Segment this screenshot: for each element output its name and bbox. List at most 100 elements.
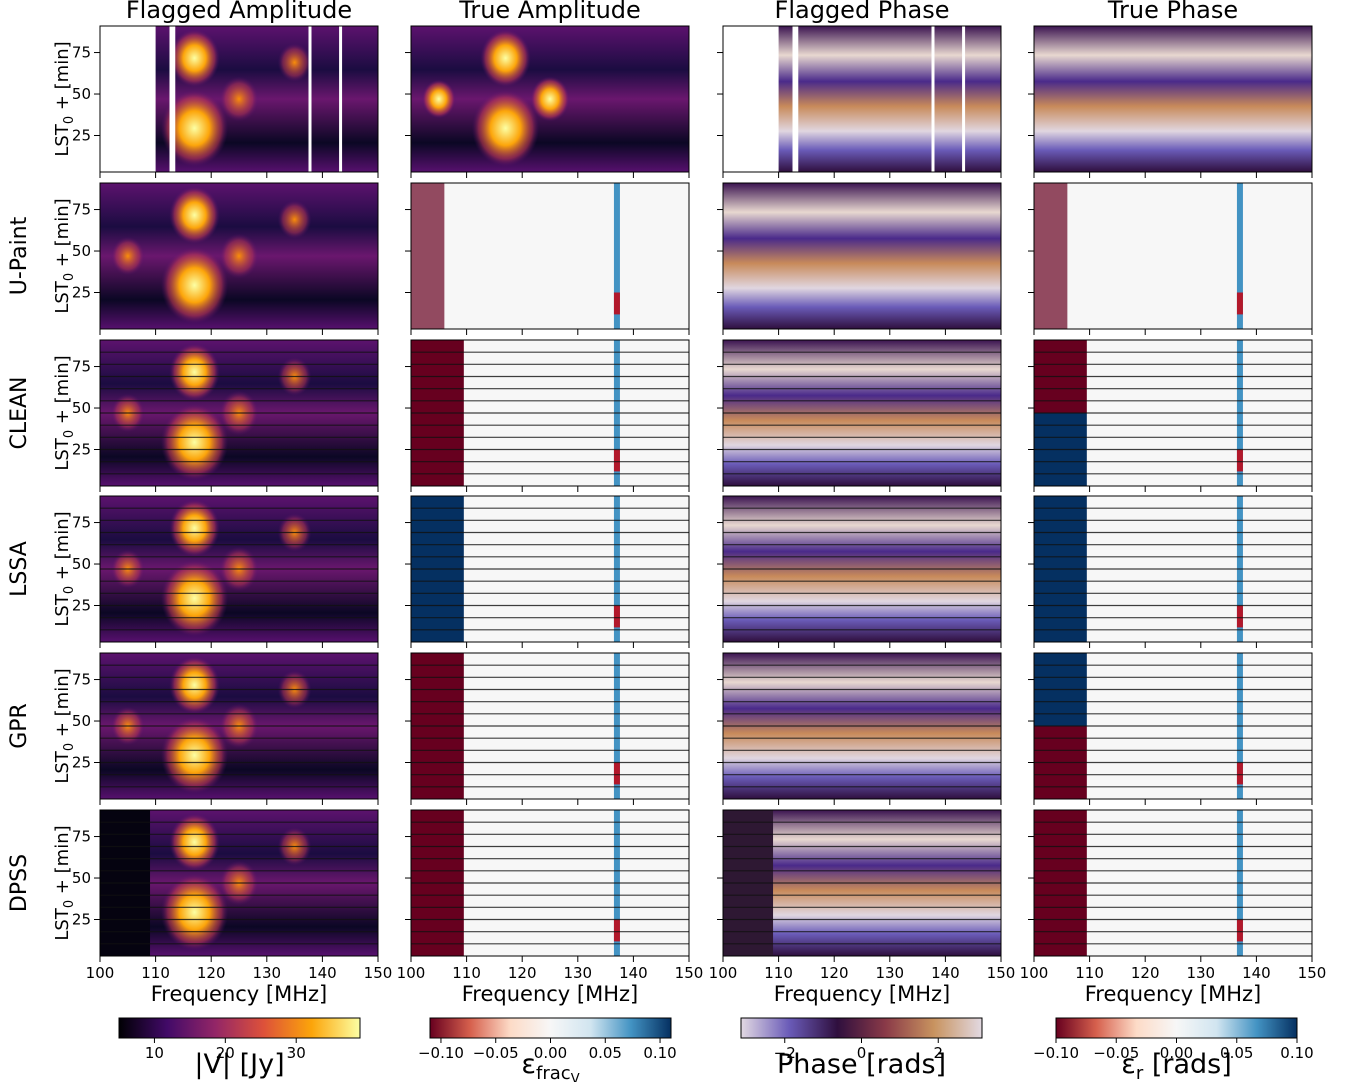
panel (99, 495, 379, 643)
panel-image (219, 76, 259, 122)
y-label-sub: 0 (62, 273, 77, 281)
panel-image (219, 233, 259, 279)
y-label-rest: + [min] (52, 668, 73, 743)
panel (99, 809, 379, 957)
panel-image (1236, 449, 1243, 472)
y-tick-label: 50 (72, 399, 91, 417)
y-label-main: LST (52, 907, 73, 940)
x-tick-label: 100 (709, 964, 738, 982)
y-tick-label: 25 (72, 754, 91, 772)
flagged-region (308, 26, 312, 172)
panel-image (530, 76, 570, 122)
panel-image (471, 89, 540, 167)
panel-image (1236, 605, 1243, 628)
colorbar-label-sub: r (1136, 1063, 1144, 1082)
column-title: Flagged Phase (775, 0, 950, 24)
colorbar-tick-label: 0 (857, 1044, 867, 1062)
colorbar-label: |V| [Jy] (194, 1049, 284, 1080)
x-tick-label: 110 (141, 964, 170, 982)
panel (410, 25, 690, 173)
panel-image (160, 873, 229, 951)
panel (410, 652, 690, 800)
panel-frame (99, 809, 379, 957)
panel-image (1034, 183, 1068, 256)
panel-frame (1033, 495, 1313, 643)
panel-frame (1033, 339, 1313, 487)
panel (722, 495, 1002, 643)
panel-frame (722, 182, 1002, 330)
y-tick-label: 50 (72, 555, 91, 573)
panel-frame (410, 809, 690, 957)
y-label-rest: + [min] (52, 355, 73, 430)
panel-image (1236, 762, 1243, 785)
colorbar-label-main: ε (1121, 1049, 1136, 1080)
y-label-sub: 0 (62, 900, 77, 908)
panel-frame (1033, 652, 1313, 800)
panel (410, 495, 690, 643)
y-tick-label: 50 (72, 242, 91, 260)
x-tick-label: 130 (1186, 964, 1215, 982)
y-tick-label: 50 (72, 85, 91, 103)
y-label-rest: + [min] (52, 825, 73, 900)
panel (99, 25, 379, 173)
panel-image (1034, 256, 1068, 329)
x-tick-label: 150 (987, 964, 1016, 982)
x-tick-label: 130 (252, 964, 281, 982)
y-tick-label: 50 (72, 712, 91, 730)
y-axis-label: LST0 + [min] (52, 355, 77, 470)
y-label-sub: 0 (62, 116, 77, 124)
y-label-rest: + [min] (52, 198, 73, 273)
panel (1033, 809, 1313, 957)
panel (410, 182, 690, 330)
x-tick-label: 140 (931, 964, 960, 982)
panel (99, 182, 379, 330)
y-axis-label: LST0 + [min] (52, 668, 77, 783)
panel (410, 809, 690, 957)
y-tick-label: 75 (72, 671, 91, 689)
x-axis-label: Frequency [MHz] (774, 982, 950, 1006)
panel (722, 809, 1002, 957)
panel (722, 182, 1002, 330)
y-tick-label: 25 (72, 127, 91, 145)
panel-image (1236, 183, 1243, 329)
flagged-region (100, 26, 156, 172)
y-axis-label: LST0 + [min] (52, 41, 77, 156)
panel-frame (99, 495, 379, 643)
panel-image (613, 183, 620, 329)
panel-image (277, 200, 312, 239)
y-axis-label: LST0 + [min] (52, 825, 77, 940)
panel-image (1034, 26, 1312, 172)
x-tick-label: 120 (508, 964, 537, 982)
panel-image (613, 292, 620, 315)
panel (1033, 495, 1313, 643)
colorbar-tick-label: 0.00 (534, 1044, 567, 1062)
panel-image (613, 919, 620, 942)
panel (722, 652, 1002, 800)
panel (1033, 652, 1313, 800)
y-label-main: LST (52, 280, 73, 313)
flagged-region (792, 26, 796, 172)
panel-image (411, 256, 445, 329)
colorbar-tick-label: 0.10 (1280, 1044, 1313, 1062)
y-label-rest: + [min] (52, 511, 73, 586)
row-label: U-Paint (7, 216, 32, 295)
x-tick-label: 120 (1131, 964, 1160, 982)
colorbar-tick-label: 0.05 (589, 1044, 622, 1062)
colorbar (1055, 1017, 1298, 1039)
panel-frame (722, 809, 1002, 957)
x-tick-label: 140 (308, 964, 337, 982)
x-tick-label: 110 (764, 964, 793, 982)
panel-image (613, 605, 620, 628)
panel-image (1236, 919, 1243, 942)
column-title: Flagged Amplitude (126, 0, 352, 24)
panel-frame (99, 339, 379, 487)
y-tick-label: 75 (72, 358, 91, 376)
panel (1033, 25, 1313, 173)
colorbar-label-main: ε (521, 1049, 536, 1080)
y-tick-label: 25 (72, 284, 91, 302)
colorbar-tick-label: 0.05 (1220, 1044, 1253, 1062)
x-tick-label: 130 (563, 964, 592, 982)
colorbar (740, 1017, 983, 1039)
